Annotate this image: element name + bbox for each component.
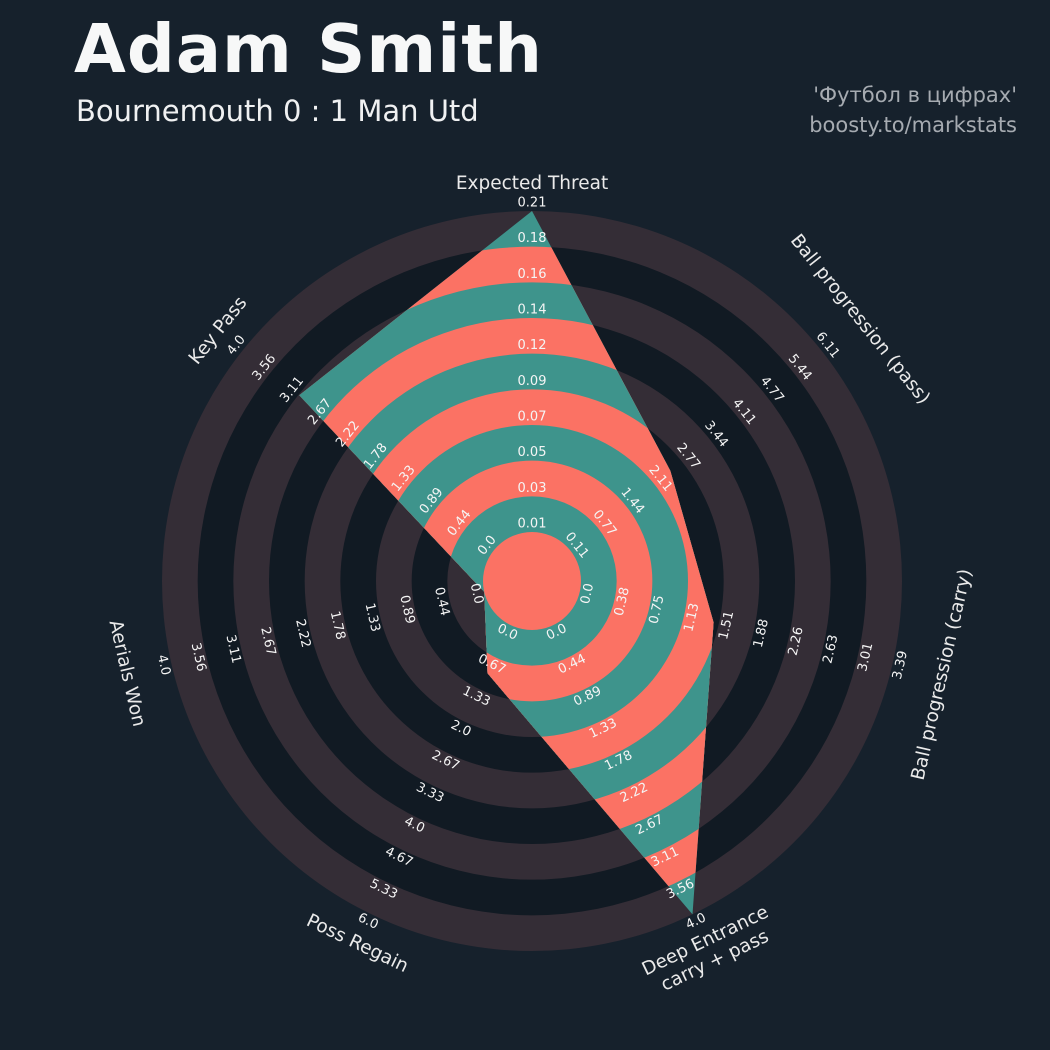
tick-label: 3.11 — [222, 633, 243, 665]
tick-label: 0.03 — [518, 481, 547, 496]
tick-label: 0.18 — [518, 231, 547, 246]
tick-label: 2.26 — [786, 626, 807, 658]
tick-label: 0.44 — [431, 586, 452, 618]
tick-label: 2.67 — [257, 626, 278, 658]
tick-label: 3.39 — [890, 649, 911, 681]
credits-url: boosty.to/markstats — [809, 113, 1017, 137]
match-score-subtitle: Bournemouth 0 : 1 Man Utd — [76, 94, 479, 128]
tick-label: 0.0 — [467, 582, 486, 606]
axis-label-expected-threat: Expected Threat — [456, 173, 608, 194]
tick-label: 4.0 — [154, 653, 173, 677]
tick-label: 0.12 — [518, 338, 547, 353]
tick-label: 1.13 — [681, 602, 702, 634]
tick-label: 0.05 — [518, 445, 547, 460]
page-title: Adam Smith — [74, 10, 543, 88]
credits-block: 'Футбол в цифрах' boosty.to/markstats — [809, 80, 1017, 140]
credits-brand: 'Футбол в цифрах' — [813, 83, 1017, 107]
tick-label: 0.89 — [396, 594, 417, 626]
tick-label: 2.22 — [292, 618, 313, 650]
tick-label: 2.63 — [820, 633, 841, 665]
tick-label: 1.33 — [362, 602, 383, 634]
tick-label: 0.14 — [518, 303, 547, 318]
tick-label: 1.51 — [716, 610, 737, 642]
tick-label: 0.09 — [518, 374, 547, 389]
tick-label: 1.78 — [327, 610, 348, 642]
tick-label: 0.21 — [518, 196, 547, 211]
tick-label: 0.38 — [612, 586, 633, 618]
tick-label: 0.0 — [578, 582, 597, 606]
center-disk — [483, 532, 581, 630]
tick-label: 0.16 — [518, 267, 547, 282]
tick-label: 3.56 — [188, 641, 209, 673]
tick-label: 3.01 — [855, 641, 876, 673]
tick-label: 0.75 — [647, 594, 668, 626]
tick-label: 1.88 — [751, 618, 772, 650]
tick-label: 0.07 — [518, 410, 547, 425]
tick-label: 0.01 — [518, 517, 547, 532]
